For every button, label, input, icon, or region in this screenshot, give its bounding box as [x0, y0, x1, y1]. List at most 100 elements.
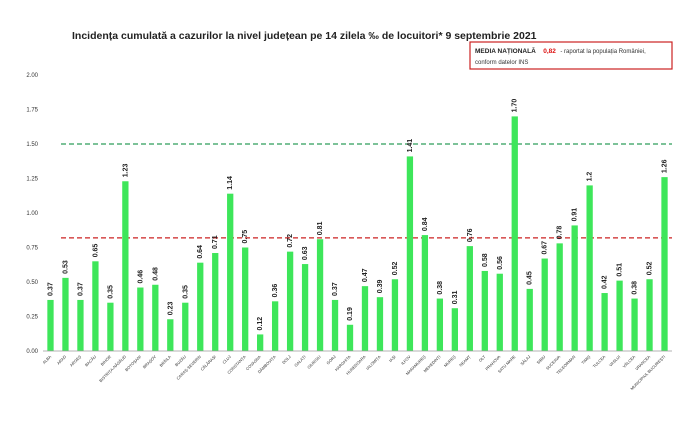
bar	[556, 243, 563, 351]
x-tick-label: VASLUI	[608, 354, 621, 367]
bar	[47, 299, 54, 351]
bar	[167, 319, 174, 351]
bar	[301, 264, 309, 351]
x-tick-label: BRAȘOV	[142, 354, 158, 370]
data-label: 0.37	[332, 282, 339, 296]
data-label: 0.38	[437, 281, 444, 295]
y-tick-label: 0.75	[26, 246, 38, 252]
data-label: 0.78	[557, 226, 564, 240]
data-label: 0.36	[272, 284, 279, 298]
x-tick-label: BIHOR	[100, 354, 113, 367]
bar	[466, 246, 473, 351]
data-label: 0.42	[602, 275, 609, 289]
bar	[481, 270, 488, 351]
y-tick-label: 2.00	[26, 73, 38, 79]
x-tick-label: BACĂU	[84, 354, 97, 367]
bar	[511, 116, 518, 352]
bar	[286, 251, 294, 351]
x-tick-label: MUREȘ	[443, 354, 457, 368]
bar	[137, 287, 144, 351]
x-tick-label: CLUJ	[221, 354, 232, 365]
data-label: 0.12	[257, 317, 264, 331]
x-tick-label: CĂLĂRAȘI	[199, 354, 217, 372]
x-tick-label: SIBIU	[535, 354, 546, 365]
bar	[122, 181, 129, 351]
x-tick-label: IAȘI	[388, 354, 397, 363]
bar	[376, 297, 384, 351]
reference-lines	[61, 143, 672, 239]
data-label: 0.81	[317, 221, 324, 235]
bar	[526, 288, 533, 351]
y-tick-label: 1.50	[26, 142, 38, 148]
x-tick-label: TIMIȘ	[580, 354, 591, 365]
y-tick-label: 1.75	[26, 108, 38, 114]
bar	[601, 293, 608, 351]
data-label: 0.63	[302, 246, 309, 260]
data-label: 0.76	[467, 228, 474, 242]
data-label: 1.41	[407, 139, 414, 153]
bar	[661, 177, 668, 351]
data-label: 0.53	[62, 260, 69, 274]
x-tick-label: ARAD	[56, 354, 67, 365]
data-label: 0.91	[572, 208, 579, 222]
y-tick-label: 1.00	[26, 211, 38, 217]
data-label: 1.14	[227, 176, 234, 190]
x-tick-label: BRĂILA	[158, 354, 172, 368]
data-label: 0.52	[392, 262, 399, 276]
bar	[227, 193, 234, 351]
data-label: 1.26	[662, 159, 669, 173]
x-tick-label: OLT	[478, 354, 487, 363]
x-tick-label: BUZĂU	[174, 354, 187, 367]
bar	[197, 262, 204, 351]
data-label: 0.56	[497, 256, 504, 270]
x-tick-label: TULCEA	[592, 354, 607, 369]
annotation-rest: - raportat la populația României,	[560, 49, 646, 55]
bar	[406, 156, 414, 351]
bar	[212, 253, 219, 351]
y-tick-label: 1.25	[26, 177, 38, 183]
data-label: 0.19	[347, 307, 354, 321]
bar	[391, 279, 399, 351]
x-tick-label: DOLJ	[281, 354, 292, 365]
bar	[346, 324, 354, 351]
data-label: 0.84	[422, 217, 429, 231]
bar	[616, 280, 623, 351]
x-tick-label: ILFOV	[400, 354, 412, 366]
bar	[182, 302, 189, 351]
annotation-bold: MEDIA NAȚIONALĂ	[475, 46, 536, 55]
bar	[316, 239, 324, 351]
data-label: 0.71	[212, 235, 219, 249]
data-label: 0.38	[632, 281, 639, 295]
annotation-value: 0,82	[543, 48, 556, 55]
data-label: 0.35	[182, 285, 189, 299]
bar	[541, 258, 548, 351]
annotation-line-1: MEDIA NAȚIONALĂ 0,82 - raportat la popul…	[475, 40, 646, 57]
y-tick-label: 0.25	[26, 315, 38, 321]
data-label: 0.37	[47, 282, 54, 296]
x-tick-label: ALBA	[41, 354, 52, 365]
chart-title: Incidența cumulată a cazurilor la nivel …	[72, 30, 537, 42]
bar	[331, 299, 339, 351]
bar	[271, 301, 279, 351]
data-label: 0.23	[167, 302, 174, 316]
x-tick-label: ARGEȘ	[69, 354, 83, 368]
data-label: 0.46	[137, 270, 144, 284]
annotation-line-2: conform datelor INS	[475, 60, 528, 66]
bar	[496, 273, 503, 351]
data-label: 0.39	[377, 279, 384, 293]
value-labels: 0.37 0.53 0.37 0.65 0.35 1.23 0.46 0.48 0.23 0.35…	[47, 99, 668, 331]
bar	[152, 284, 159, 351]
bar	[646, 279, 653, 351]
data-label: 0.72	[287, 234, 294, 248]
bar	[361, 286, 369, 351]
data-label: 0.58	[482, 253, 489, 267]
bar	[571, 225, 578, 351]
bars	[47, 116, 668, 352]
bar	[421, 235, 429, 351]
x-tick-label: GORJ	[325, 354, 336, 365]
bar	[77, 299, 84, 351]
annotation-border	[469, 41, 673, 70]
data-label: 0.47	[362, 268, 369, 282]
bar	[257, 334, 264, 351]
